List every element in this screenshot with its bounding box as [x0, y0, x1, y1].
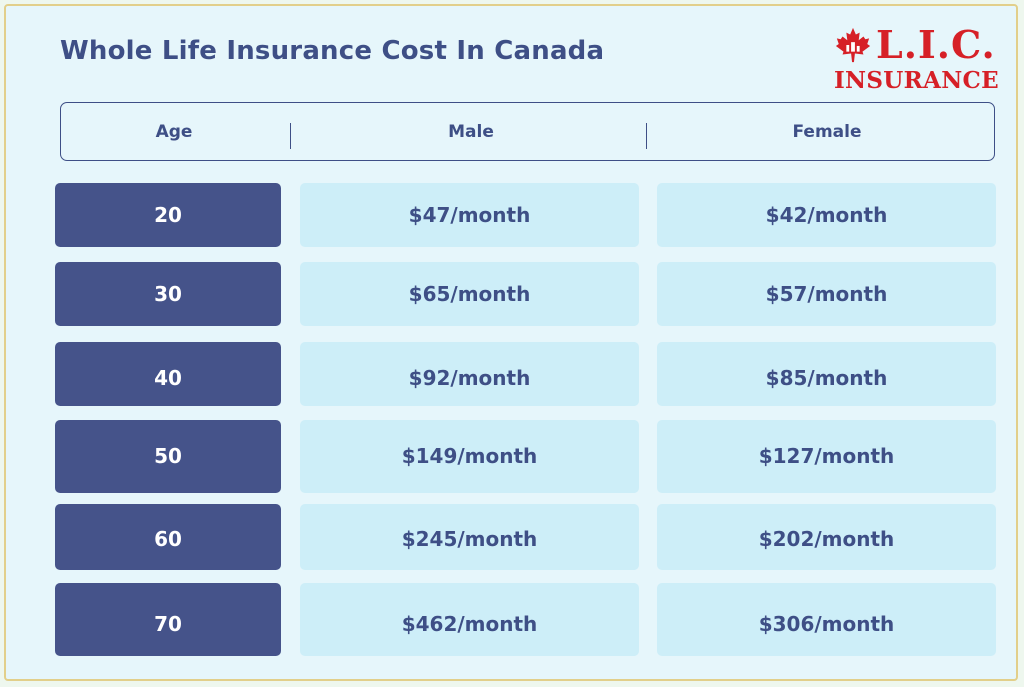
lic-insurance-logo: L.I.C. INSURANCE — [832, 22, 1002, 94]
header-male: Male — [448, 122, 494, 142]
logo-text-lic: L.I.C. — [876, 22, 996, 67]
male-cost-cell: $92/month — [300, 342, 639, 406]
male-cost-cell: $245/month — [300, 504, 639, 570]
logo-text-insurance: INSURANCE — [834, 67, 999, 94]
table-header: Age Male Female — [60, 102, 995, 161]
female-cost-cell: $42/month — [657, 183, 996, 247]
header-divider — [646, 123, 647, 149]
male-cost-cell: $47/month — [300, 183, 639, 247]
female-cost-cell: $127/month — [657, 420, 996, 493]
header-female: Female — [792, 122, 862, 142]
age-cell: 50 — [55, 420, 281, 493]
male-cost-cell: $65/month — [300, 262, 639, 326]
header-age: Age — [155, 122, 193, 142]
female-cost-cell: $202/month — [657, 504, 996, 570]
male-cost-cell: $462/month — [300, 583, 639, 656]
age-cell: 70 — [55, 583, 281, 656]
male-cost-cell: $149/month — [300, 420, 639, 493]
age-cell: 40 — [55, 342, 281, 406]
female-cost-cell: $85/month — [657, 342, 996, 406]
age-cell: 30 — [55, 262, 281, 326]
age-cell: 20 — [55, 183, 281, 247]
female-cost-cell: $306/month — [657, 583, 996, 656]
page-title: Whole Life Insurance Cost In Canada — [60, 36, 605, 66]
age-cell: 60 — [55, 504, 281, 570]
maple-leaf-icon — [835, 27, 871, 63]
header-divider — [290, 123, 291, 149]
female-cost-cell: $57/month — [657, 262, 996, 326]
